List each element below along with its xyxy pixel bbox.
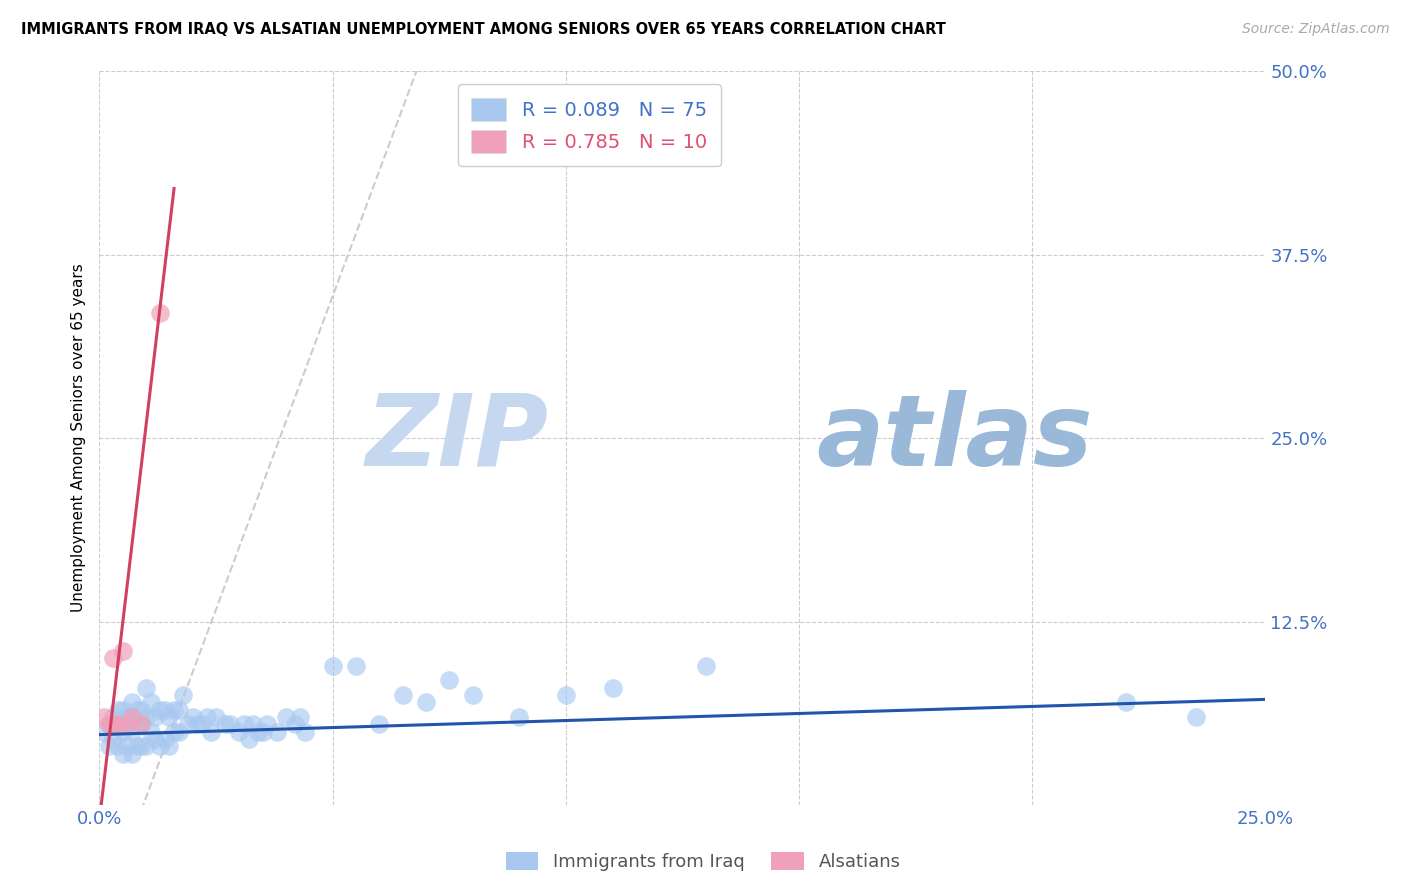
Point bbox=[172, 688, 194, 702]
Point bbox=[93, 710, 115, 724]
Point bbox=[97, 717, 120, 731]
Point bbox=[191, 717, 214, 731]
Text: Source: ZipAtlas.com: Source: ZipAtlas.com bbox=[1241, 22, 1389, 37]
Point bbox=[242, 717, 264, 731]
Point bbox=[238, 731, 260, 746]
Point bbox=[233, 717, 256, 731]
Point bbox=[322, 658, 344, 673]
Point bbox=[508, 710, 530, 724]
Point bbox=[107, 717, 129, 731]
Point bbox=[149, 739, 172, 754]
Point bbox=[186, 717, 208, 731]
Point bbox=[121, 695, 143, 709]
Point bbox=[111, 703, 134, 717]
Point bbox=[284, 717, 307, 731]
Point bbox=[139, 724, 162, 739]
Point bbox=[368, 717, 391, 731]
Point bbox=[252, 724, 274, 739]
Point bbox=[391, 688, 413, 702]
Point bbox=[117, 717, 139, 731]
Point bbox=[157, 710, 180, 724]
Point bbox=[121, 747, 143, 761]
Point bbox=[121, 724, 143, 739]
Point bbox=[117, 739, 139, 754]
Point bbox=[602, 681, 624, 695]
Point bbox=[121, 710, 143, 724]
Point bbox=[181, 710, 204, 724]
Point bbox=[219, 717, 242, 731]
Point bbox=[214, 717, 236, 731]
Legend: R = 0.089   N = 75, R = 0.785   N = 10: R = 0.089 N = 75, R = 0.785 N = 10 bbox=[458, 85, 721, 166]
Point bbox=[415, 695, 437, 709]
Point bbox=[103, 651, 125, 665]
Point bbox=[131, 717, 153, 731]
Text: atlas: atlas bbox=[817, 390, 1092, 486]
Point bbox=[111, 747, 134, 761]
Point bbox=[228, 724, 250, 739]
Point bbox=[344, 658, 367, 673]
Point bbox=[103, 710, 125, 724]
Point bbox=[131, 739, 153, 754]
Point bbox=[205, 710, 228, 724]
Y-axis label: Unemployment Among Seniors over 65 years: Unemployment Among Seniors over 65 years bbox=[72, 264, 86, 613]
Point bbox=[1115, 695, 1137, 709]
Point bbox=[117, 717, 139, 731]
Text: ZIP: ZIP bbox=[366, 390, 548, 486]
Point bbox=[149, 703, 172, 717]
Point bbox=[103, 731, 125, 746]
Point bbox=[111, 724, 134, 739]
Point bbox=[167, 724, 190, 739]
Point bbox=[107, 739, 129, 754]
Point bbox=[145, 731, 167, 746]
Point bbox=[266, 724, 288, 739]
Point bbox=[163, 724, 186, 739]
Point bbox=[274, 710, 297, 724]
Point bbox=[1184, 710, 1206, 724]
Point bbox=[256, 717, 278, 731]
Point bbox=[177, 717, 200, 731]
Point bbox=[695, 658, 717, 673]
Point bbox=[200, 724, 222, 739]
Point bbox=[294, 724, 316, 739]
Point bbox=[117, 710, 139, 724]
Point bbox=[93, 724, 115, 739]
Point bbox=[111, 644, 134, 658]
Point bbox=[103, 717, 125, 731]
Point bbox=[554, 688, 576, 702]
Text: IMMIGRANTS FROM IRAQ VS ALSATIAN UNEMPLOYMENT AMONG SENIORS OVER 65 YEARS CORREL: IMMIGRANTS FROM IRAQ VS ALSATIAN UNEMPLO… bbox=[21, 22, 946, 37]
Point bbox=[131, 717, 153, 731]
Point bbox=[167, 703, 190, 717]
Point bbox=[149, 306, 172, 320]
Point bbox=[153, 731, 176, 746]
Point bbox=[125, 703, 148, 717]
Point bbox=[195, 710, 218, 724]
Point bbox=[135, 681, 157, 695]
Point bbox=[439, 673, 461, 688]
Point bbox=[139, 695, 162, 709]
Point bbox=[97, 717, 120, 731]
Point bbox=[107, 703, 129, 717]
Point bbox=[135, 739, 157, 754]
Point bbox=[131, 703, 153, 717]
Legend: Immigrants from Iraq, Alsatians: Immigrants from Iraq, Alsatians bbox=[498, 845, 908, 879]
Point bbox=[125, 717, 148, 731]
Point bbox=[121, 710, 143, 724]
Point bbox=[135, 710, 157, 724]
Point bbox=[288, 710, 311, 724]
Point bbox=[157, 739, 180, 754]
Point bbox=[125, 739, 148, 754]
Point bbox=[145, 710, 167, 724]
Point bbox=[163, 703, 186, 717]
Point bbox=[97, 739, 120, 754]
Point bbox=[153, 703, 176, 717]
Point bbox=[461, 688, 484, 702]
Point bbox=[247, 724, 270, 739]
